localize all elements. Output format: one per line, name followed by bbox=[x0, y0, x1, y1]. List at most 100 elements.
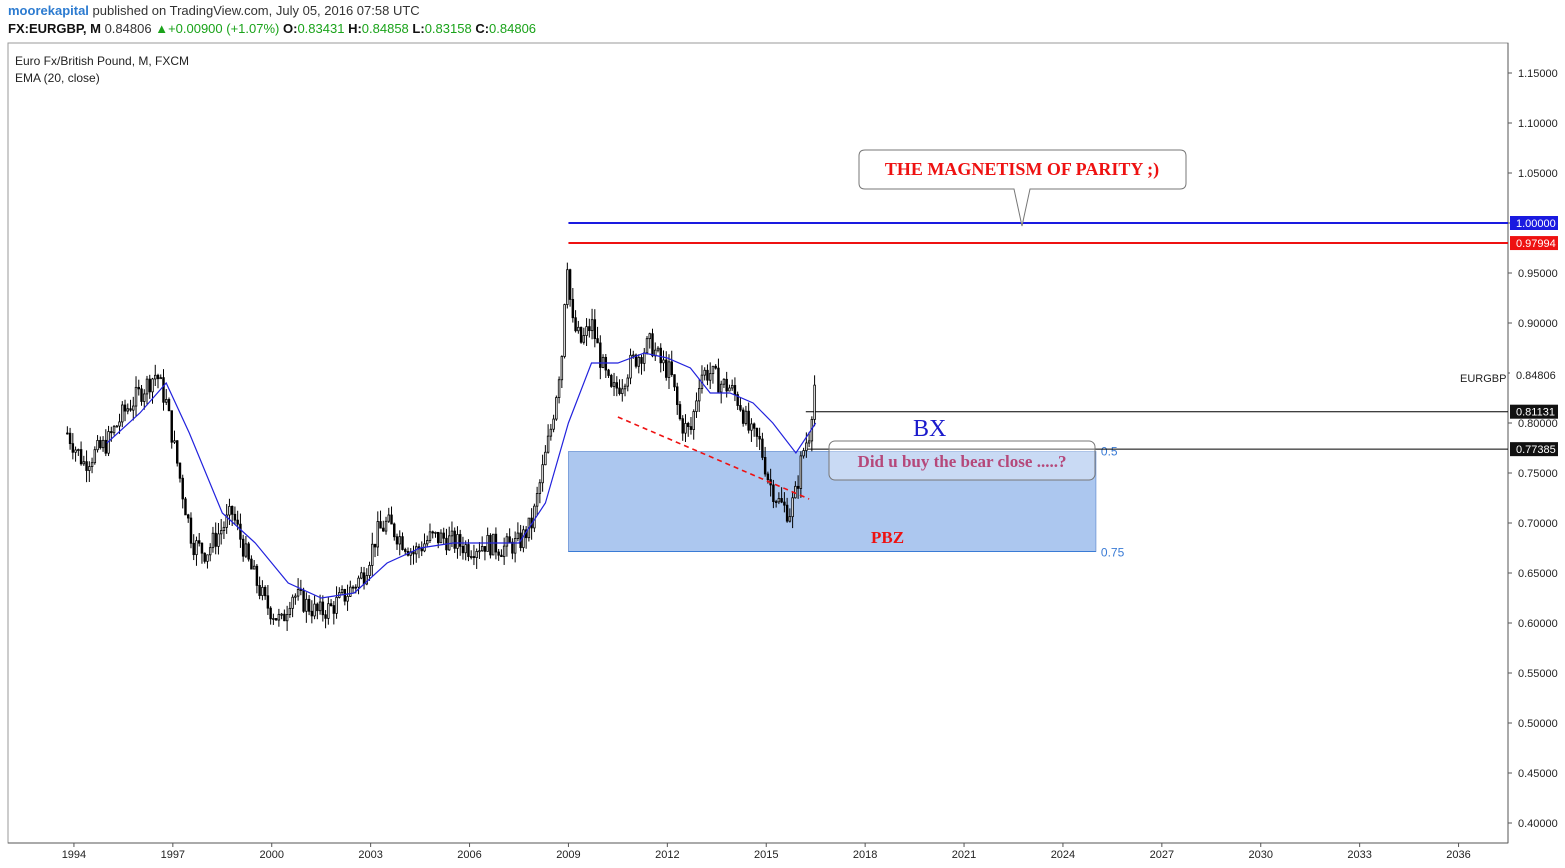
candle-body bbox=[371, 543, 374, 566]
candle-body bbox=[96, 440, 99, 451]
candle-body bbox=[681, 418, 684, 434]
candle-body bbox=[324, 614, 327, 619]
candle-body bbox=[299, 589, 303, 591]
bear-trendline[interactable] bbox=[617, 416, 810, 500]
candle-body bbox=[382, 527, 385, 532]
candle-body bbox=[500, 554, 503, 558]
candle-body bbox=[148, 378, 151, 393]
author-link[interactable]: moorekapital bbox=[8, 3, 89, 18]
candle-body bbox=[327, 603, 330, 619]
x-tick-label: 2012 bbox=[655, 849, 679, 861]
candle-body bbox=[505, 536, 509, 547]
ema-group bbox=[106, 352, 817, 599]
candle-body bbox=[354, 586, 358, 589]
candle-body bbox=[428, 531, 432, 541]
y-tick-label: 0.95000 bbox=[1518, 268, 1558, 280]
low-value: 0.83158 bbox=[424, 21, 472, 36]
candle-body bbox=[645, 338, 649, 354]
symbol-tag: EURGBP bbox=[1460, 373, 1506, 385]
candle-body bbox=[516, 532, 520, 539]
candle-body bbox=[497, 551, 500, 556]
candle-body bbox=[563, 304, 566, 357]
candle-body bbox=[733, 385, 737, 395]
candle-body bbox=[469, 556, 473, 558]
candle-body bbox=[258, 585, 261, 596]
candle-body bbox=[222, 526, 226, 531]
y-tick-label: 0.90000 bbox=[1518, 318, 1558, 330]
legend-indicator: EMA (20, close) bbox=[15, 71, 100, 85]
candle-body bbox=[412, 551, 415, 555]
candle-body bbox=[755, 427, 759, 437]
candle-body bbox=[478, 550, 481, 553]
candle-body bbox=[618, 387, 621, 394]
candle-body bbox=[656, 347, 660, 351]
candle-body bbox=[637, 357, 640, 367]
candle-body bbox=[780, 498, 783, 503]
candle-body bbox=[395, 536, 399, 545]
low-label: L: bbox=[412, 21, 425, 36]
candle-body bbox=[200, 542, 204, 554]
candle-body bbox=[604, 356, 608, 371]
candle-body bbox=[621, 388, 624, 394]
candle-body bbox=[552, 418, 555, 430]
candle-body bbox=[697, 388, 701, 402]
candle-body bbox=[143, 393, 146, 402]
parity-price-tag: 1.00000 bbox=[1516, 218, 1556, 230]
candle-body bbox=[788, 516, 792, 522]
candle-body bbox=[544, 451, 547, 466]
horizontal-lines-group bbox=[568, 222, 1508, 450]
magnetism-callout[interactable] bbox=[858, 149, 1187, 227]
candle-body bbox=[711, 365, 715, 375]
candle-body bbox=[665, 359, 668, 378]
candle-body bbox=[112, 426, 116, 434]
candle-body bbox=[577, 326, 580, 332]
high-label: H: bbox=[348, 21, 362, 36]
candle-body bbox=[82, 461, 86, 465]
fib-price-tag: 0.77385 bbox=[1516, 444, 1556, 456]
candle-body bbox=[156, 374, 160, 380]
trendline-group[interactable] bbox=[617, 416, 810, 500]
candle-body bbox=[766, 473, 770, 481]
time-axis[interactable]: 1994 1997 2000 2003 2006 2009 2012 2015 2018 2021… bbox=[62, 843, 1471, 861]
candle-body bbox=[640, 357, 643, 364]
candle-body bbox=[252, 565, 256, 570]
last-price-tag-bg bbox=[1510, 367, 1558, 382]
candle-body bbox=[241, 538, 245, 557]
candle-body bbox=[360, 572, 363, 579]
candle-body bbox=[379, 521, 382, 529]
candle-body bbox=[761, 438, 764, 458]
candle-body bbox=[725, 378, 728, 392]
bear-close-box[interactable] bbox=[828, 440, 1096, 481]
fib-zone-group[interactable]: 0.5 0.75 bbox=[568, 445, 1125, 560]
candle-body bbox=[340, 589, 344, 593]
fib-zone-rect[interactable] bbox=[568, 451, 1097, 552]
candle-body bbox=[703, 369, 706, 376]
close-value: 0.84806 bbox=[489, 21, 537, 36]
candle-body bbox=[695, 400, 698, 412]
candle-body bbox=[502, 545, 506, 558]
candle-body bbox=[351, 586, 355, 589]
candle-body bbox=[192, 542, 195, 556]
candle-body bbox=[813, 384, 816, 420]
candle-body bbox=[785, 504, 789, 522]
candle-body bbox=[99, 440, 102, 449]
candle-body bbox=[393, 523, 396, 538]
candle-body bbox=[673, 374, 676, 388]
candle-body bbox=[420, 548, 423, 552]
candle-body bbox=[115, 425, 119, 428]
x-tick-label: 2000 bbox=[259, 849, 283, 861]
candle-body bbox=[560, 356, 564, 381]
candle-body bbox=[357, 577, 360, 588]
symbol-label[interactable]: FX:EURGBP, M bbox=[8, 21, 101, 36]
candle-body bbox=[296, 589, 300, 597]
candle-body bbox=[368, 564, 371, 576]
bx-price-tag-bg bbox=[1510, 404, 1558, 419]
candle-body bbox=[706, 369, 709, 381]
legend-title: Euro Fx/British Pound, M, FXCM bbox=[15, 54, 189, 68]
candle-body bbox=[461, 545, 465, 554]
x-tick-label: 2024 bbox=[1051, 849, 1075, 861]
candle-body bbox=[195, 540, 198, 556]
candle-body bbox=[313, 603, 316, 617]
candle-body bbox=[129, 408, 132, 411]
